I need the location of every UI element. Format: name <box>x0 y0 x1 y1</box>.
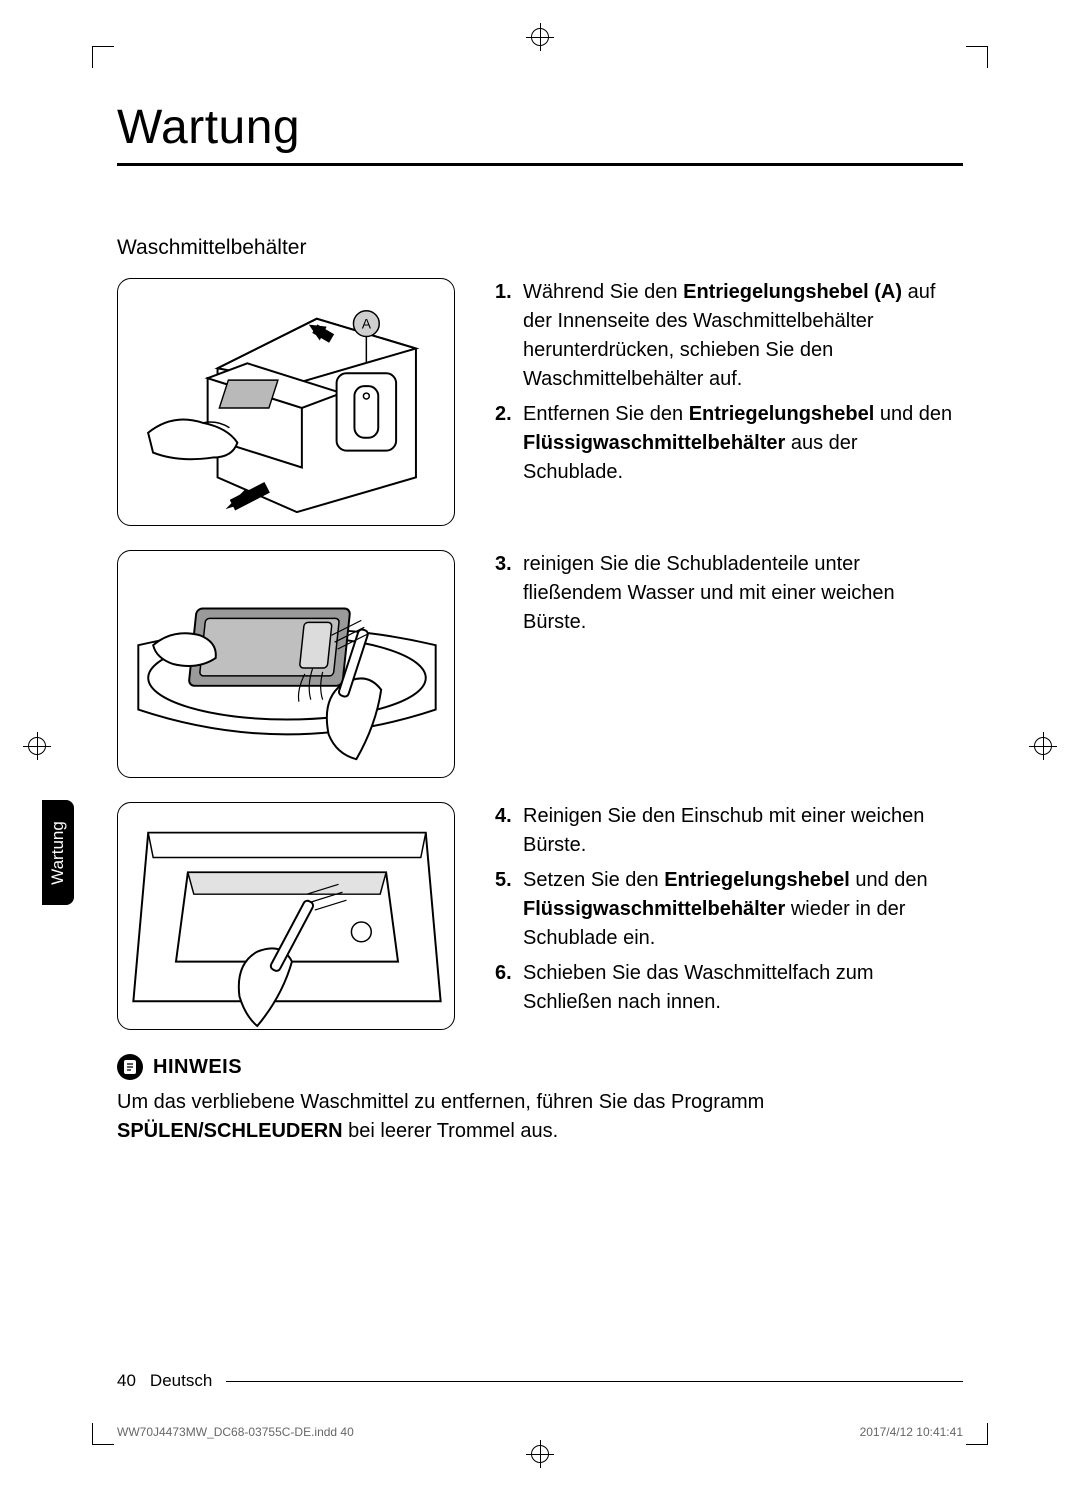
note-label: HINWEIS <box>153 1056 242 1079</box>
figure-clean-parts <box>117 550 455 778</box>
step-text: Während Sie den Entriegelungshebel (A) a… <box>523 278 963 394</box>
step-number: 6. <box>495 959 523 1017</box>
imprint-date: 2017/4/12 10:41:41 <box>860 1425 963 1439</box>
figure-clean-recess <box>117 802 455 1030</box>
step-number: 5. <box>495 866 523 953</box>
imprint-file: WW70J4473MW_DC68-03755C-DE.indd 40 <box>117 1425 354 1439</box>
step-text: Entfernen Sie den Entriegelungshebel und… <box>523 400 963 487</box>
steps-1-2: 1. Während Sie den Entriegelungshebel (A… <box>495 278 963 526</box>
step-text: Setzen Sie den Entriegelungshebel und de… <box>523 866 963 953</box>
note-icon <box>117 1054 143 1080</box>
step-text: Reinigen Sie den Einschub mit einer weic… <box>523 802 963 860</box>
figure-drawer-remove: A <box>117 278 455 526</box>
steps-3: 3. reinigen Sie die Schubladenteile unte… <box>495 550 963 778</box>
note-block: HINWEIS Um das verbliebene Waschmittel z… <box>117 1054 963 1146</box>
step-number: 2. <box>495 400 523 487</box>
step-text: Schieben Sie das Waschmittelfach zum Sch… <box>523 959 963 1017</box>
step-number: 3. <box>495 550 523 637</box>
step-number: 4. <box>495 802 523 860</box>
section-subheading: Waschmittelbehälter <box>117 236 963 260</box>
language-label: Deutsch <box>150 1371 212 1391</box>
note-body: Um das verbliebene Waschmittel zu entfer… <box>117 1088 963 1146</box>
side-tab: Wartung <box>42 800 74 905</box>
footer-rule <box>226 1381 963 1382</box>
steps-4-6: 4. Reinigen Sie den Einschub mit einer w… <box>495 802 963 1030</box>
page-footer: 40 Deutsch <box>117 1371 963 1391</box>
side-tab-label: Wartung <box>48 821 68 885</box>
imprint-line: WW70J4473MW_DC68-03755C-DE.indd 40 2017/… <box>117 1425 963 1439</box>
step-number: 1. <box>495 278 523 394</box>
page-title: Wartung <box>117 100 963 166</box>
page-number: 40 <box>117 1371 136 1391</box>
callout-a-label: A <box>362 316 372 332</box>
step-text: reinigen Sie die Schubladenteile unter f… <box>523 550 963 637</box>
